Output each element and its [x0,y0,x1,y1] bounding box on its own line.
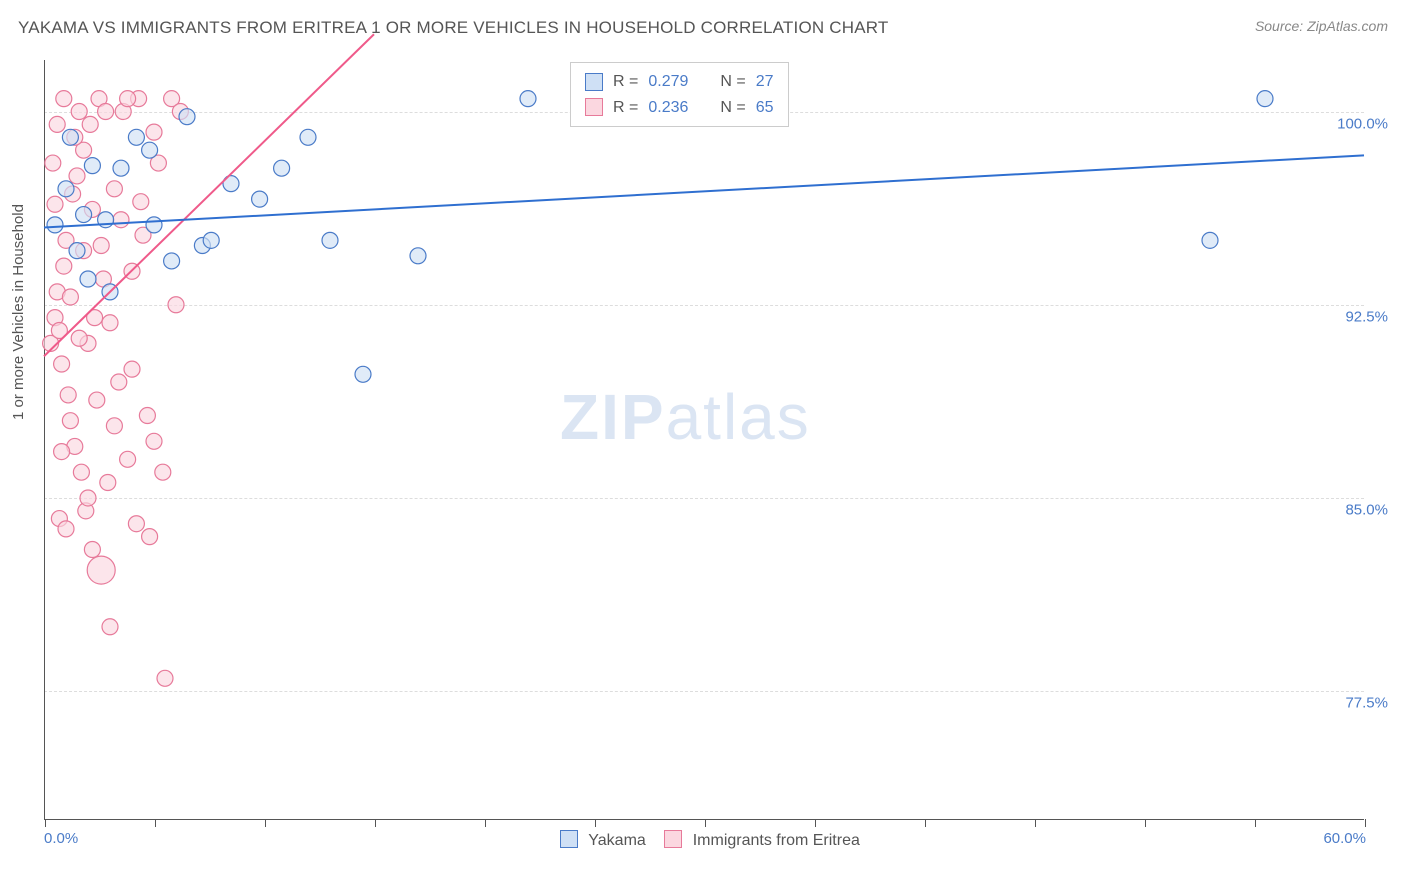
scatter-plot [44,60,1364,820]
legend-row-eritrea: R = 0.236 N = 65 [585,95,774,121]
x-tick [1365,819,1366,827]
legend-bottom: Yakama Immigrants from Eritrea [0,830,1406,850]
x-tick [1035,819,1036,827]
x-tick [1145,819,1146,827]
swatch-blue [585,73,603,91]
x-tick [155,819,156,827]
x-tick [1255,819,1256,827]
legend-row-yakama: R = 0.279 N = 27 [585,69,774,95]
x-tick [45,819,46,827]
x-tick [595,819,596,827]
swatch-blue-icon [560,830,578,848]
chart-title: YAKAMA VS IMMIGRANTS FROM ERITREA 1 OR M… [18,18,889,37]
x-tick [265,819,266,827]
swatch-pink [585,98,603,116]
x-tick [925,819,926,827]
y-axis-label: 1 or more Vehicles in Household [10,204,27,420]
x-tick [375,819,376,827]
x-tick [705,819,706,827]
x-tick [815,819,816,827]
legend-stats: R = 0.279 N = 27 R = 0.236 N = 65 [570,62,789,127]
x-tick [485,819,486,827]
swatch-pink-icon [664,830,682,848]
source-label: Source: ZipAtlas.com [1255,18,1388,34]
